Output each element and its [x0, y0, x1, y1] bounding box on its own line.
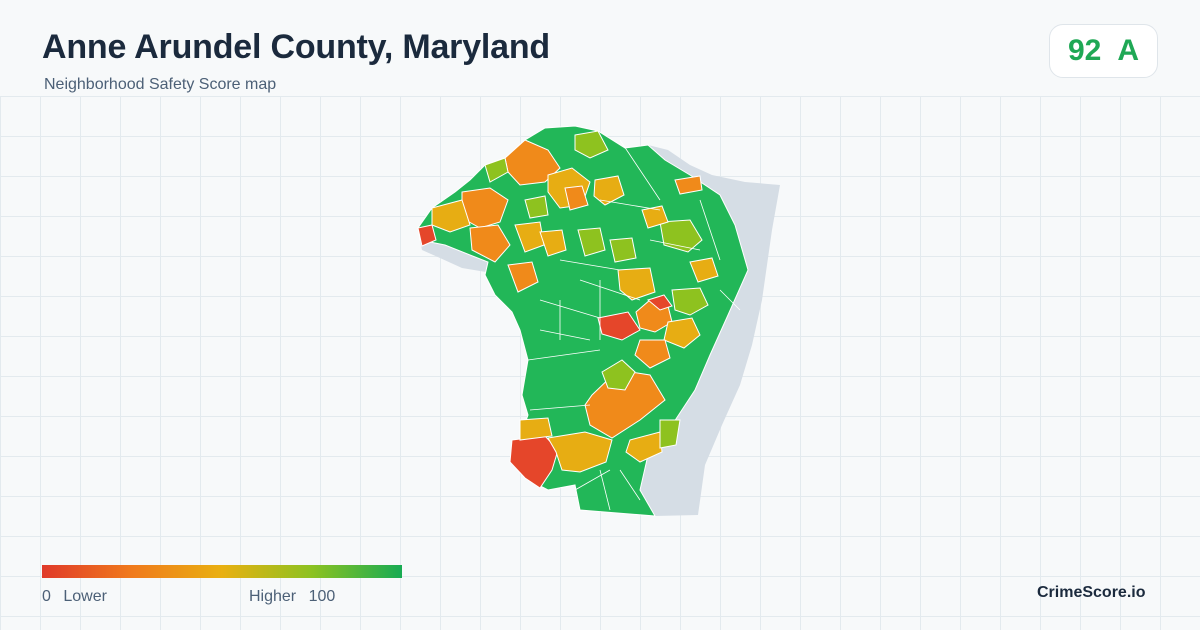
region-mid [625, 431, 663, 463]
region-mid-low [507, 261, 539, 293]
region-low [509, 435, 559, 489]
safety-score-badge: 92 A [1049, 24, 1158, 78]
region-mid-high [577, 227, 606, 257]
region-mid-high [484, 157, 509, 183]
region-mid [519, 417, 553, 441]
region-mid-high [671, 287, 709, 316]
region-mid [663, 317, 701, 349]
legend-high-label: Higher 100 [249, 588, 335, 606]
region-mid-high [524, 195, 549, 219]
region-mid [689, 257, 719, 283]
legend-gradient-bar [42, 565, 402, 578]
region-mid [539, 229, 567, 257]
region-mid-low [634, 339, 671, 369]
page-title: Anne Arundel County, Maryland [42, 28, 551, 66]
safety-score-grade: A [1117, 34, 1140, 67]
region-low [646, 294, 673, 311]
region-mid-high [601, 359, 636, 391]
region-mid-low [564, 185, 589, 211]
legend-max-value: 100 [308, 588, 336, 605]
page-subtitle: Neighborhood Safety Score map [44, 76, 277, 93]
region-mid [617, 267, 656, 301]
region-mid [431, 199, 471, 233]
region-mid-low [469, 224, 511, 263]
region-mid [641, 205, 669, 229]
neighborhood-boundaries [527, 139, 741, 511]
safety-score-value: 92 [1067, 34, 1102, 67]
region-mid [547, 431, 613, 473]
brand-name: CrimeScore.io [1037, 584, 1146, 601]
region-mid-high [574, 130, 609, 159]
region-mid-low [674, 175, 703, 195]
region-low [597, 311, 641, 341]
legend-min-value: 0 [42, 588, 51, 605]
region-mid [593, 175, 625, 206]
legend-min-label: Lower [63, 588, 107, 605]
legend-max-label: Higher [249, 588, 297, 605]
water-area [420, 240, 488, 272]
legend-low-label: 0 Lower [42, 588, 107, 606]
region-mid-high [609, 237, 637, 263]
region-low [417, 224, 437, 247]
region-mid-high [659, 419, 681, 449]
